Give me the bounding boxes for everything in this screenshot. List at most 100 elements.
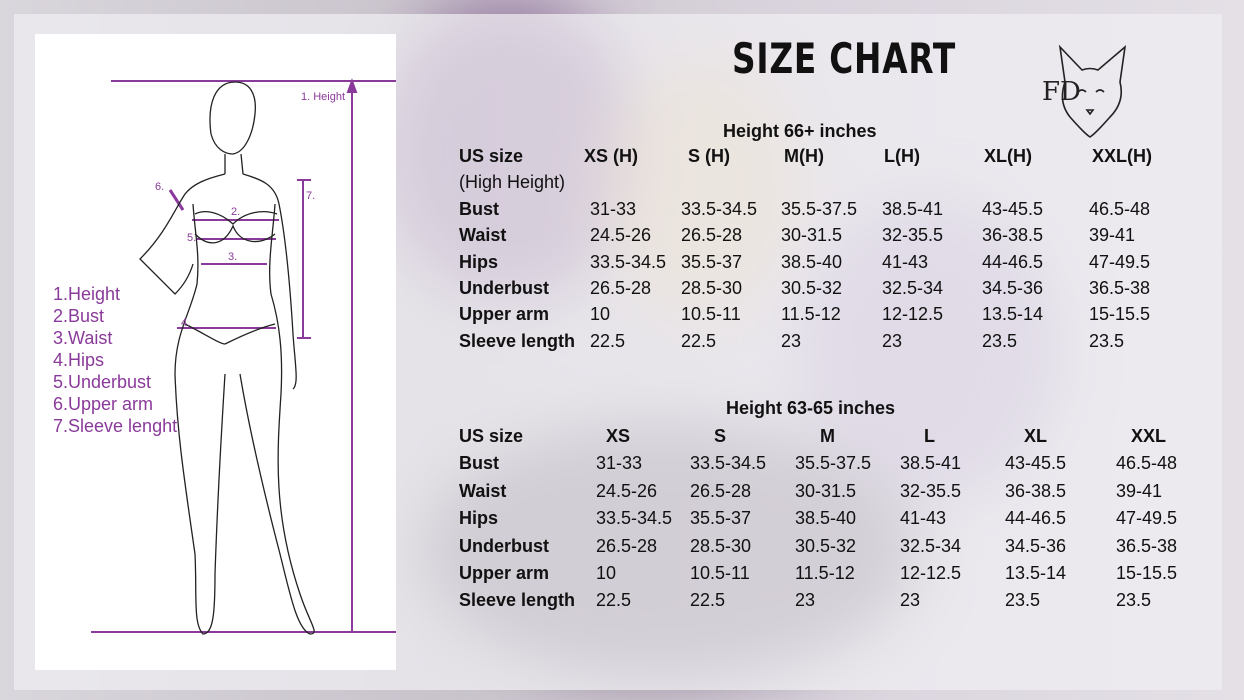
table-cell: 26.5-28	[596, 535, 658, 556]
row-label: Bust	[459, 453, 499, 474]
table-cell: 38.5-40	[795, 508, 857, 529]
table-cell: 35.5-37	[690, 508, 752, 529]
table-cell: 41-43	[882, 251, 929, 272]
figure-label-underbust: 5.	[187, 232, 197, 244]
table-cell: 36.5-38	[1089, 278, 1151, 298]
row-label: Waist	[459, 225, 507, 246]
table-header-cell: XXL	[1131, 426, 1167, 446]
table-caption: Height 63-65 inches	[726, 398, 896, 418]
table-cell: 28.5-30	[690, 535, 752, 556]
row-label: Sleeve length	[459, 590, 576, 611]
row-label: Upper arm	[459, 563, 550, 583]
table-cell: 13.5-14	[982, 304, 1044, 325]
table-cell: 10	[596, 563, 617, 583]
table-cell: 32.5-34	[882, 278, 944, 298]
measurement-legend: 1.Height 2.Bust 3.Waist 4.Hips 5.Underbu…	[53, 283, 177, 437]
table-cell: 33.5-34.5	[596, 508, 673, 529]
table-cell: 26.5-28	[590, 278, 652, 298]
legend-item: 7.Sleeve lenght	[53, 416, 178, 436]
table-cell: 33.5-34.5	[590, 251, 667, 272]
table-cell: 47-49.5	[1116, 508, 1178, 529]
table-header-cell: US size	[459, 426, 524, 446]
measurement-figure-panel: 1. Height 2. 5. 3. 4. 6. 7.	[35, 34, 396, 670]
table-header-cell: M	[820, 426, 835, 446]
table-cell: 46.5-48	[1089, 198, 1151, 219]
page-title: SIZE CHART	[732, 34, 957, 83]
table-cell: 36-38.5	[982, 225, 1044, 246]
table-cell: 38.5-41	[882, 198, 944, 219]
fox-logo-icon: FD	[1042, 44, 1127, 138]
table-cell: 39-41	[1089, 225, 1136, 246]
table-cell: 12-12.5	[882, 304, 944, 325]
table-cell: 23	[795, 590, 816, 611]
table-cell: 15-15.5	[1116, 563, 1178, 583]
table-cell: 30.5-32	[795, 535, 857, 556]
legend-item: 6.Upper arm	[53, 394, 154, 414]
table-cell: 10	[590, 304, 611, 325]
table-cell: 23.5	[1116, 590, 1152, 611]
row-label: Bust	[459, 198, 499, 219]
table-cell: 30-31.5	[781, 225, 843, 246]
row-label: Upper arm	[459, 304, 550, 325]
table-cell: 11.5-12	[795, 563, 855, 583]
body-figure-illustration	[91, 78, 396, 635]
fox-logo: FD	[1040, 42, 1140, 147]
table-cell: 10.5-11	[690, 563, 750, 583]
table-cell: 32-35.5	[882, 225, 944, 246]
figure-label-bust: 2.	[231, 206, 241, 218]
table-cell: 10.5-11	[681, 304, 741, 325]
table-cell: 34.5-36	[1005, 535, 1067, 556]
row-label: Hips	[459, 251, 499, 272]
row-label: Underbust	[459, 535, 549, 556]
figure-label-waist: 3.	[228, 251, 238, 263]
table-cell: 35.5-37.5	[781, 198, 858, 219]
table-header-cell: XS	[606, 426, 631, 446]
table-cell: 24.5-26	[590, 225, 652, 246]
figure-label-sleeve: 7.	[306, 190, 316, 202]
table-header-cell: XL	[1024, 426, 1048, 446]
table-cell: 24.5-26	[596, 480, 658, 501]
table-cell: 36.5-38	[1116, 535, 1178, 556]
table-header-cell: M(H)	[784, 146, 824, 166]
table-cell: 22.5	[681, 330, 717, 351]
table-cell: 32-35.5	[900, 480, 962, 501]
table-subheader: (High Height)	[459, 172, 566, 193]
table-cell: 43-45.5	[1005, 453, 1067, 474]
table-cell: 22.5	[590, 330, 626, 351]
table-cell: 46.5-48	[1116, 453, 1178, 474]
table-cell: 11.5-12	[781, 304, 841, 325]
table-cell: 31-33	[590, 198, 637, 219]
table-cell: 34.5-36	[982, 278, 1044, 298]
table-cell: 39-41	[1116, 480, 1163, 501]
table-cell: 23.5	[982, 330, 1018, 351]
figure-label-height: 1. Height	[301, 91, 346, 103]
table-cell: 28.5-30	[681, 278, 743, 298]
figure-label-upper-arm: 6.	[155, 181, 165, 193]
table-cell: 22.5	[690, 590, 726, 611]
table-cell: 23	[781, 330, 802, 351]
table-cell: 26.5-28	[681, 225, 743, 246]
table-cell: 38.5-41	[900, 453, 962, 474]
table-cell: 30.5-32	[781, 278, 843, 298]
table-cell: 23	[900, 590, 921, 611]
row-label: Sleeve length	[459, 330, 576, 351]
table-cell: 36-38.5	[1005, 480, 1067, 501]
table-header-cell: S	[714, 426, 727, 446]
table-header-cell: XXL(H)	[1092, 146, 1152, 166]
table-cell: 13.5-14	[1005, 563, 1067, 583]
legend-item: 4.Hips	[53, 350, 105, 370]
table-cell: 26.5-28	[690, 480, 752, 501]
legend-item: 5.Underbust	[53, 372, 152, 392]
legend-item: 2.Bust	[53, 306, 105, 326]
table-header-cell: XL(H)	[984, 146, 1032, 166]
table-header-cell: L(H)	[884, 146, 920, 166]
table-cell: 47-49.5	[1089, 251, 1151, 272]
table-cell: 15-15.5	[1089, 304, 1151, 325]
figure-label-hips: 4.	[181, 317, 191, 329]
table-header-cell: US size	[459, 146, 524, 166]
table-cell: 31-33	[596, 453, 643, 474]
table-cell: 38.5-40	[781, 251, 843, 272]
table-cell: 41-43	[900, 508, 947, 529]
table-cell: 12-12.5	[900, 563, 962, 583]
table-cell: 22.5	[596, 590, 632, 611]
